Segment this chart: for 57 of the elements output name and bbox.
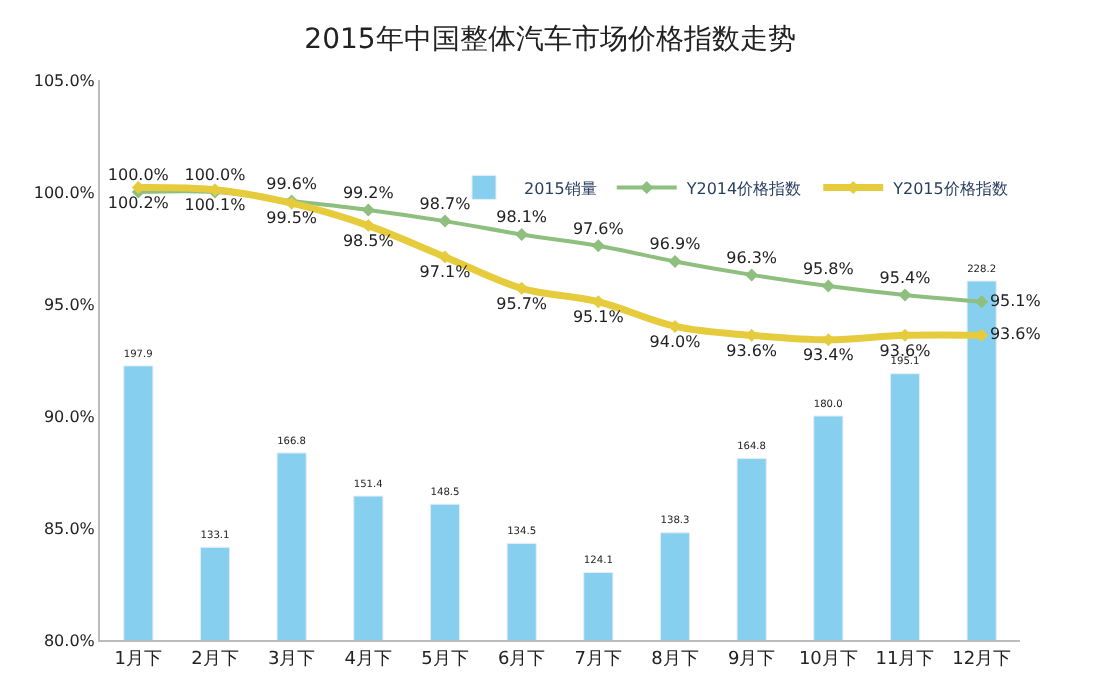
data-label: 95.1% [572, 308, 625, 327]
legend-label: Y2014价格指数 [684, 179, 802, 198]
data-label: 95.7% [496, 294, 548, 313]
point [361, 219, 375, 233]
point [361, 203, 375, 217]
data-label: 93.4% [802, 346, 855, 365]
y-tick-label: 105.0% [33, 71, 96, 90]
x-tick-label: 6月下 [497, 649, 546, 670]
y-tick-label: 80.0% [43, 631, 96, 650]
y-tick-label: 85.0% [43, 519, 96, 538]
legend-label: 2015销量 [524, 179, 597, 198]
x-tick-label: 10月下 [798, 649, 858, 670]
x-tick-label: 8月下 [651, 649, 699, 670]
data-label: 95.1% [989, 291, 1042, 310]
point [438, 214, 452, 228]
point [515, 228, 529, 242]
data-label: 93.6% [726, 341, 778, 360]
x-tick-label: 5月下 [421, 649, 469, 670]
point [668, 254, 682, 268]
x-tick-label: 12月下 [952, 649, 1012, 670]
data-label: 99.6% [266, 174, 318, 193]
point [898, 288, 912, 302]
data-label: 98.1% [496, 208, 548, 227]
data-label: 98.7% [419, 194, 472, 213]
y-tick-label: 95.0% [43, 295, 96, 314]
y-tick-label: 100.0% [33, 183, 96, 202]
data-label: 100.1% [184, 196, 247, 215]
x-tick-label: 2月下 [191, 649, 239, 670]
x-tick-label: 7月下 [574, 649, 623, 670]
data-label: 100.2% [107, 193, 170, 212]
point [591, 239, 605, 253]
data-label: 94.0% [649, 332, 702, 351]
data-label: 93.6% [989, 325, 1042, 344]
point [975, 295, 989, 309]
point [821, 279, 835, 293]
x-tick-label: 11月下 [875, 649, 935, 670]
data-label: 97.6% [572, 219, 625, 238]
point [438, 250, 452, 264]
data-label: 93.6% [879, 341, 932, 360]
data-label: 95.8% [802, 259, 855, 278]
legend-label: Y2015价格指数 [891, 179, 1008, 198]
data-label: 99.5% [266, 209, 318, 228]
data-label: 99.2% [342, 183, 395, 202]
data-label: 97.1% [419, 263, 472, 282]
y-tick-label: 90.0% [43, 407, 96, 426]
data-label: 100.0% [107, 165, 170, 184]
data-label: 98.5% [342, 231, 395, 250]
x-tick-label: 9月下 [727, 649, 776, 670]
data-label: 95.4% [879, 268, 932, 287]
x-tick-label: 1月下 [114, 649, 163, 670]
data-label: 100.0% [184, 165, 247, 184]
chart-title: 2015年中国整体汽车市场价格指数走势 [304, 23, 796, 56]
point [745, 268, 759, 282]
data-label: 96.3% [726, 248, 778, 267]
data-label: 96.9% [649, 235, 702, 254]
x-tick-label: 3月下 [267, 649, 316, 670]
x-tick-label: 4月下 [344, 649, 393, 670]
